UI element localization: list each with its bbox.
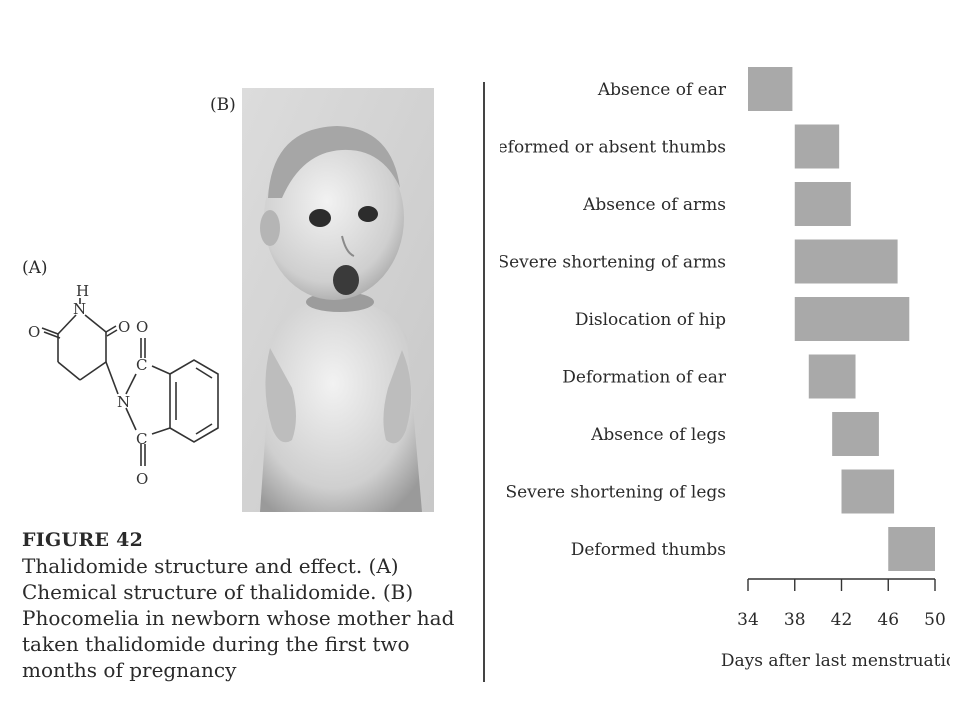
x-tick-label: 50 <box>924 610 946 630</box>
thalidomide-structure-diagram: H N O O O C N C O <box>28 282 219 488</box>
category-label: Severe shortening of arms <box>500 253 726 273</box>
figure-caption-text: Thalidomide structure and effect. (A) Ch… <box>22 554 455 682</box>
range-bar <box>841 469 895 514</box>
range-bar <box>808 354 856 399</box>
x-tick-label: 46 <box>877 610 899 630</box>
category-label: Absence of arms <box>582 195 726 215</box>
atom-n-top: N <box>73 300 86 318</box>
range-bar <box>794 124 840 169</box>
atom-o-right: O <box>118 318 130 336</box>
atom-o-bottom: O <box>136 470 148 488</box>
panel-b-label: (B) <box>210 95 236 115</box>
figure-title: FIGURE 42 <box>22 529 144 551</box>
x-axis-label: Days after last menstruation <box>721 651 950 671</box>
x-axis: 34 38 42 46 50 <box>737 578 946 630</box>
category-label: Deformation of ear <box>562 368 727 388</box>
atom-h: H <box>76 282 89 300</box>
atom-n-mid: N <box>117 393 130 411</box>
category-label: Deformed thumbs <box>571 540 726 560</box>
figure-caption: FIGURE 42 Thalidomide structure and effe… <box>22 527 462 683</box>
range-bar <box>794 182 851 226</box>
atom-c-bottom: C <box>136 430 147 448</box>
x-tick-label: 34 <box>737 610 759 630</box>
panel-a-label: (A) <box>22 258 48 278</box>
critical-period-chart: Absence of ear Deformed or absent thumbs A… <box>500 67 950 671</box>
panel-divider <box>483 82 485 682</box>
category-label: Absence of legs <box>590 425 726 445</box>
category-label: Dislocation of hip <box>575 310 726 330</box>
range-bar <box>748 67 793 111</box>
range-bar <box>888 527 935 571</box>
range-bar <box>832 412 879 456</box>
atom-c-top: C <box>136 356 147 374</box>
atom-o-left: O <box>28 323 40 341</box>
atom-o-top: O <box>136 318 148 336</box>
x-tick-label: 38 <box>784 610 806 630</box>
range-bars <box>748 67 935 571</box>
category-label: Severe shortening of legs <box>505 483 726 503</box>
x-tick-label: 42 <box>831 610 853 630</box>
range-bar <box>794 297 910 341</box>
category-label: Absence of ear <box>597 80 727 100</box>
category-label: Deformed or absent thumbs <box>500 138 726 158</box>
category-labels: Absence of ear Deformed or absent thumbs A… <box>500 80 727 560</box>
range-bar <box>794 239 898 284</box>
phocomelia-infant-photo <box>242 88 434 512</box>
